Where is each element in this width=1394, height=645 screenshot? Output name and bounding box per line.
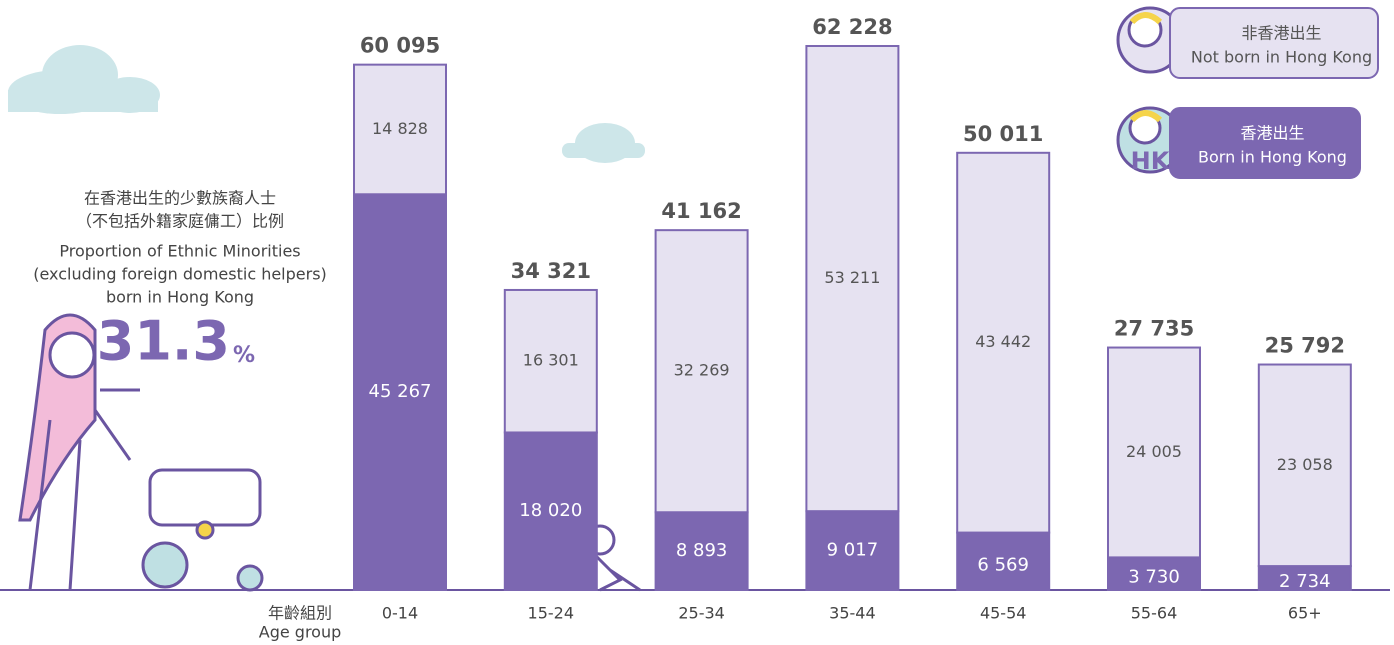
value-label: 16 301 <box>523 351 579 370</box>
value-label: 45 267 <box>369 381 432 402</box>
x-tick-label: 15-24 <box>528 604 575 623</box>
total-label: 50 011 <box>963 122 1043 146</box>
x-tick-label: 25-34 <box>678 604 725 623</box>
annotation-zh: 在香港出生的少數族裔人士 <box>84 189 276 208</box>
total-label: 34 321 <box>511 259 591 283</box>
value-label: 3 730 <box>1128 567 1180 588</box>
x-tick-label: 0-14 <box>382 604 418 623</box>
total-label: 62 228 <box>812 15 892 39</box>
value-label: 53 211 <box>824 268 880 287</box>
x-axis-label: Age group <box>259 623 342 642</box>
total-label: 60 095 <box>360 34 440 58</box>
value-label: 9 017 <box>827 540 879 561</box>
x-tick-label: 65+ <box>1288 604 1322 623</box>
value-label: 32 269 <box>674 361 730 380</box>
legend-box <box>1170 108 1360 178</box>
x-tick-label: 45-54 <box>980 604 1027 623</box>
legend-tag: HK <box>1131 147 1171 175</box>
legend-label: Not born in Hong Kong <box>1191 48 1372 67</box>
annotation-zh: （不包括外籍家庭傭工）比例 <box>76 212 284 231</box>
value-label: 43 442 <box>975 332 1031 351</box>
legend-label-zh: 非香港出生 <box>1241 24 1321 43</box>
total-label: 27 735 <box>1114 317 1194 341</box>
legend-label: Born in Hong Kong <box>1198 148 1347 167</box>
total-label: 25 792 <box>1265 334 1345 358</box>
x-tick-label: 35-44 <box>829 604 876 623</box>
legend-label-zh: 香港出生 <box>1240 124 1304 143</box>
legend-box <box>1170 8 1378 78</box>
annotation-value: 31.3 <box>97 310 230 373</box>
annotation-en: Proportion of Ethnic Minorities <box>59 242 300 261</box>
annotation-en: born in Hong Kong <box>106 288 254 307</box>
value-label: 6 569 <box>977 554 1029 575</box>
value-label: 14 828 <box>372 119 428 138</box>
value-label: 18 020 <box>519 500 582 521</box>
decoration <box>8 45 645 163</box>
annotation-en: (excluding foreign domestic helpers) <box>33 265 327 284</box>
x-axis-label: 年齡組別 <box>268 604 332 623</box>
value-label: 2 734 <box>1279 571 1331 592</box>
chart: 45 267 14 828 60 095 0-14 18 020 16 301 34 321… <box>0 0 1394 645</box>
value-label: 23 058 <box>1277 455 1333 474</box>
annotation-unit: % <box>233 343 255 368</box>
x-tick-label: 55-64 <box>1131 604 1178 623</box>
total-label: 41 162 <box>661 199 741 223</box>
value-label: 24 005 <box>1126 442 1182 461</box>
value-label: 8 893 <box>676 540 728 561</box>
